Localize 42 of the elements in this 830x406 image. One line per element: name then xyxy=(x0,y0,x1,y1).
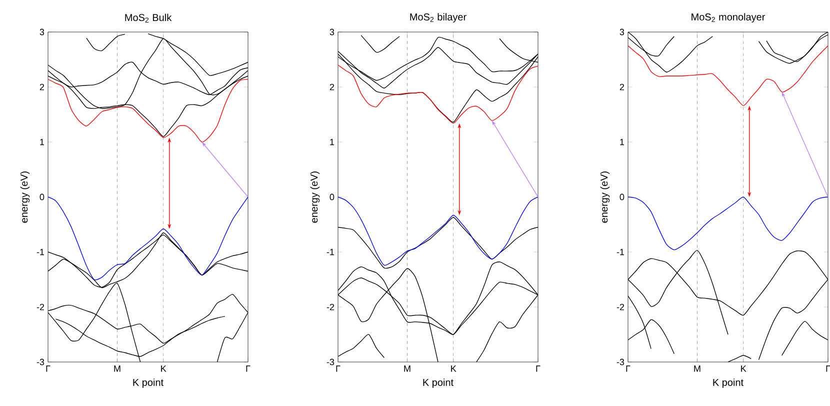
y-tick-label: -3 xyxy=(326,358,334,366)
y-tick-label: 3 xyxy=(620,28,624,36)
x-tick-label: Γ xyxy=(246,366,250,372)
y-tick-label: 1 xyxy=(330,138,334,146)
y-tick-label: 3 xyxy=(40,28,44,36)
x-tick-label: Γ xyxy=(536,366,540,372)
y-tick-label: 1 xyxy=(620,138,624,146)
y-tick-label: 2 xyxy=(620,84,624,90)
x-tick-label: M xyxy=(114,366,120,372)
x-tick-label: Γ xyxy=(826,366,830,372)
y-tick-label: -2 xyxy=(616,304,624,310)
chart-title: MoS$_{2}$ monolayer xyxy=(692,13,766,22)
x-tick-label: K xyxy=(451,366,456,372)
chart-title: MoS$_{2}$ Bulk xyxy=(125,14,172,22)
y-tick-label: -2 xyxy=(36,304,44,310)
y-tick-label: 0 xyxy=(620,194,624,200)
chart-title: MoS$_{2}$ bilayer xyxy=(410,13,466,22)
y-axis-title: energy (eV) xyxy=(310,172,320,223)
y-tick-label: 0 xyxy=(330,194,334,200)
y-tick-label: 2 xyxy=(40,84,44,90)
x-tick-label: Γ xyxy=(46,366,50,372)
x-tick-label: K xyxy=(161,366,166,372)
y-tick-label: 1 xyxy=(40,138,44,146)
x-tick-label: K xyxy=(741,366,746,372)
y-tick-label: -3 xyxy=(616,358,624,366)
y-tick-label: -1 xyxy=(616,248,624,256)
x-axis-title: K point xyxy=(713,378,744,388)
x-tick-label: M xyxy=(404,366,410,372)
y-axis-title: energy (eV) xyxy=(600,172,610,223)
x-tick-label: M xyxy=(694,366,700,372)
x-tick-label: Γ xyxy=(336,366,340,372)
x-tick-label: Γ xyxy=(626,366,630,372)
x-axis-title: K point xyxy=(133,378,164,388)
x-axis-title: K point xyxy=(423,378,454,388)
y-tick-label: -2 xyxy=(326,304,334,310)
y-axis-title: energy (eV) xyxy=(20,172,30,223)
y-tick-label: 3 xyxy=(330,28,334,36)
y-tick-label: 0 xyxy=(40,194,44,200)
y-tick-label: -1 xyxy=(326,248,334,256)
y-tick-label: 2 xyxy=(330,84,334,90)
y-tick-label: -1 xyxy=(36,248,44,256)
y-tick-label: -3 xyxy=(36,358,44,366)
